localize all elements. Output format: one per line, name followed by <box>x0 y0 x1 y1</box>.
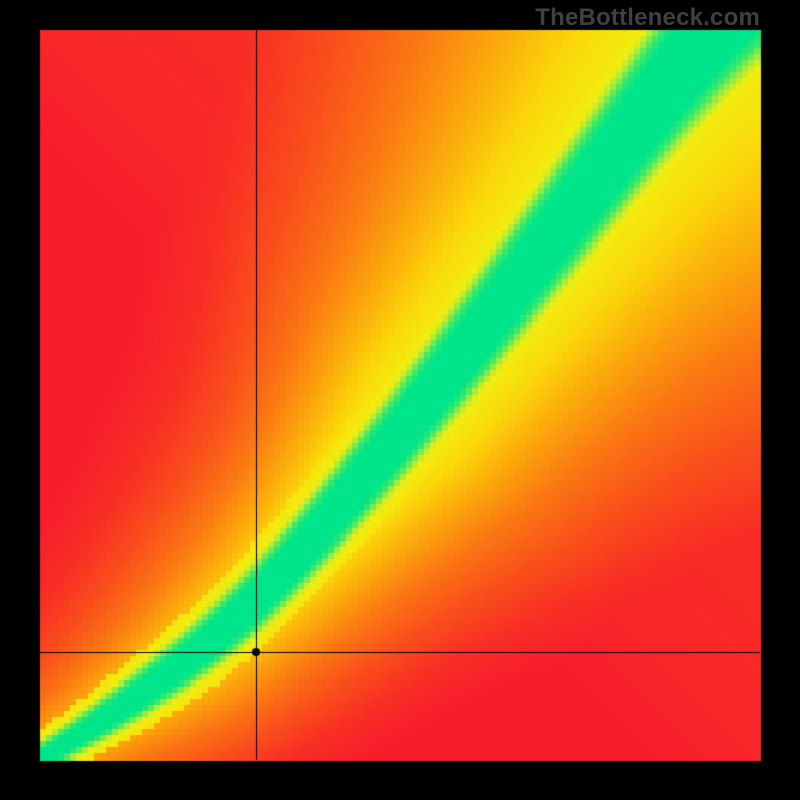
watermark-text: TheBottleneck.com <box>535 4 760 32</box>
chart-container: TheBottleneck.com <box>0 0 800 800</box>
bottleneck-heatmap-canvas <box>0 0 800 800</box>
